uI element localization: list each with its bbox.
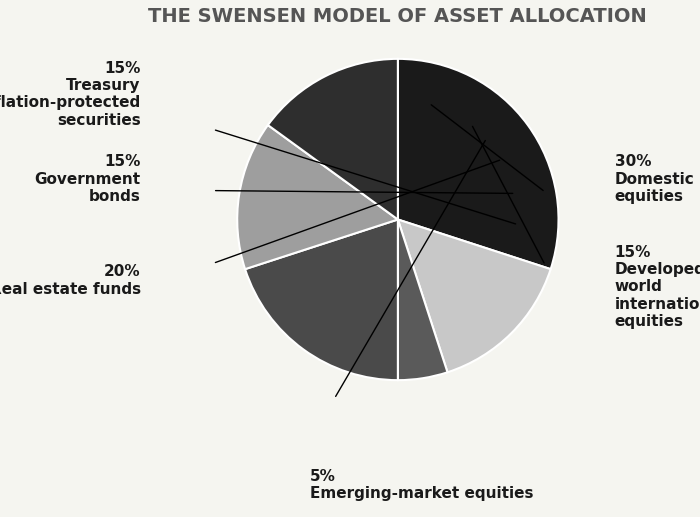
Wedge shape: [398, 59, 559, 269]
Wedge shape: [245, 220, 398, 380]
Text: 30%
Domestic
equities: 30% Domestic equities: [615, 155, 694, 204]
Text: 15%
Treasury
inflation-protected
securities: 15% Treasury inflation-protected securit…: [0, 60, 141, 128]
Text: 15%
Developed-
world
international
equities: 15% Developed- world international equit…: [615, 245, 700, 329]
Wedge shape: [268, 59, 398, 220]
Wedge shape: [237, 125, 398, 269]
Text: 5%
Emerging-market equities: 5% Emerging-market equities: [309, 468, 533, 501]
Title: THE SWENSEN MODEL OF ASSET ALLOCATION: THE SWENSEN MODEL OF ASSET ALLOCATION: [148, 7, 648, 26]
Wedge shape: [398, 220, 551, 372]
Text: 15%
Government
bonds: 15% Government bonds: [35, 155, 141, 204]
Text: 20%
Real estate funds: 20% Real estate funds: [0, 264, 141, 297]
Wedge shape: [398, 220, 447, 380]
